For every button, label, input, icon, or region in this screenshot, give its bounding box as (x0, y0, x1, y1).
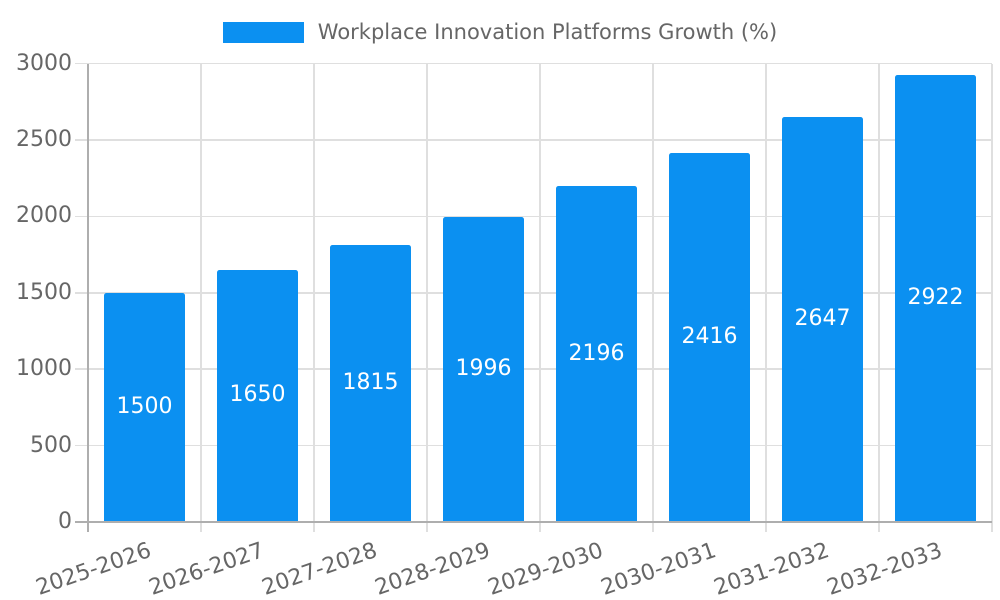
bar[interactable]: 1996 (443, 216, 524, 521)
bar-value-label: 1500 (116, 393, 173, 419)
x-axis-tick-label: 2032-2033 (823, 538, 945, 600)
y-axis-tick-label: 0 (58, 509, 72, 534)
x-axis-tick-label: 2030-2031 (597, 538, 719, 600)
gridline-vertical (991, 63, 993, 532)
x-axis-tick-label: 2029-2030 (484, 538, 606, 600)
gridline-horizontal (75, 215, 992, 218)
gridline-vertical (539, 63, 541, 532)
bar-value-label: 2196 (568, 340, 625, 366)
gridline-horizontal (75, 368, 992, 370)
bar[interactable]: 2647 (782, 117, 863, 521)
y-axis-line (87, 63, 89, 532)
gridline-horizontal (75, 444, 992, 447)
bar-value-label: 1815 (342, 369, 399, 395)
bar[interactable]: 1650 (217, 269, 298, 521)
gridline-vertical (426, 63, 428, 532)
bar-value-label: 2647 (794, 306, 851, 332)
gridline-vertical (765, 63, 767, 532)
legend[interactable]: Workplace Innovation Platforms Growth (%… (0, 20, 1000, 44)
gridline-horizontal (75, 62, 992, 65)
gridline-vertical (200, 63, 202, 532)
x-axis-tick-label: 2027-2028 (258, 538, 380, 600)
gridline-horizontal (75, 291, 992, 294)
bar[interactable]: 1500 (104, 292, 185, 521)
gridline-vertical (313, 63, 315, 532)
y-axis-tick-label: 1500 (16, 279, 72, 305)
y-axis-tick-label: 2000 (16, 203, 72, 229)
gridline-horizontal (75, 139, 992, 141)
bar-value-label: 2922 (907, 285, 964, 311)
gridline-vertical (652, 63, 654, 532)
x-axis-tick-label: 2028-2029 (371, 538, 493, 600)
bar-value-label: 1650 (229, 382, 286, 408)
x-axis-tick-label: 2026-2027 (145, 538, 267, 600)
bar[interactable]: 2196 (556, 186, 637, 521)
bar[interactable]: 2922 (895, 75, 976, 521)
y-axis-tick-label: 1000 (16, 356, 72, 382)
bar-value-label: 1996 (455, 355, 512, 381)
x-axis-tick-label: 2031-2032 (710, 538, 832, 600)
legend-swatch (222, 21, 304, 43)
gridline-vertical (878, 63, 880, 532)
legend-label: Workplace Innovation Platforms Growth (%… (317, 20, 778, 44)
bar[interactable]: 1815 (330, 244, 411, 521)
y-axis-tick-label: 2500 (16, 126, 72, 152)
y-axis-tick-label: 3000 (16, 50, 72, 76)
x-axis-tick-label: 2025-2026 (32, 538, 154, 600)
bar[interactable]: 2416 (669, 152, 750, 521)
bar-value-label: 2416 (681, 323, 738, 349)
x-axis-line (75, 521, 992, 523)
y-axis-tick-label: 500 (30, 432, 72, 458)
